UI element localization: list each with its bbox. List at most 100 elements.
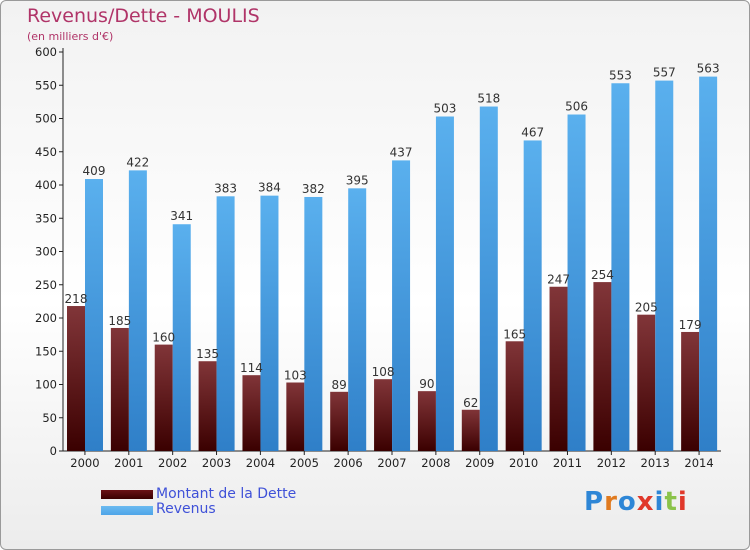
bar-dette [110, 327, 129, 451]
bar-revenus [699, 76, 718, 451]
chart-subtitle: (en milliers d'€) [27, 30, 114, 43]
y-tick-label: 450 [35, 145, 57, 159]
bar-dette [637, 314, 656, 451]
bar-revenus [479, 106, 498, 451]
data-label-revenus: 467 [521, 125, 544, 139]
data-label-revenus: 382 [302, 182, 325, 196]
data-label-revenus: 563 [697, 62, 720, 76]
x-tick-label: 2001 [114, 456, 143, 470]
bar-revenus [392, 160, 411, 451]
data-label-dette: 62 [463, 396, 478, 410]
data-label-revenus: 437 [390, 145, 413, 159]
data-label-revenus: 395 [346, 173, 369, 187]
chart-title: Revenus/Dette - MOULIS [27, 5, 260, 27]
data-label-dette: 247 [547, 273, 570, 287]
bar-dette [505, 341, 524, 451]
bar-revenus [172, 224, 191, 451]
x-tick-label: 2000 [70, 456, 99, 470]
x-tick-label: 2009 [465, 456, 494, 470]
bar-revenus [128, 170, 147, 451]
logo-letter: i [677, 487, 688, 517]
legend-label-dette: Montant de la Dette [156, 486, 297, 502]
x-tick-label: 2012 [597, 456, 626, 470]
data-label-revenus: 506 [565, 100, 588, 114]
y-tick-label: 300 [35, 245, 57, 259]
data-label-dette: 179 [679, 318, 702, 332]
y-tick-label: 0 [50, 444, 57, 458]
bar-revenus [85, 179, 103, 451]
data-label-revenus: 409 [83, 164, 106, 178]
bar-revenus [216, 196, 235, 451]
data-label-dette: 108 [372, 365, 395, 379]
data-label-dette: 205 [635, 301, 658, 315]
bar-dette [286, 382, 305, 451]
data-label-revenus: 518 [477, 92, 500, 106]
bar-dette [593, 282, 612, 451]
bar-dette [330, 391, 349, 451]
bar-dette [67, 306, 85, 451]
logo-letter: x [636, 487, 655, 517]
proxiti-logo: Proxiti [584, 487, 688, 517]
x-tick-label: 2011 [553, 456, 582, 470]
x-tick-label: 2014 [684, 456, 713, 470]
data-label-revenus: 383 [214, 181, 237, 195]
data-label-revenus: 422 [126, 155, 149, 169]
data-label-revenus: 341 [170, 209, 193, 223]
legend-swatch-revenus [101, 506, 153, 515]
y-tick-label: 150 [35, 344, 57, 358]
y-tick-label: 600 [35, 45, 57, 59]
x-tick-label: 2008 [421, 456, 450, 470]
data-label-dette: 114 [240, 361, 263, 375]
data-label-revenus: 384 [258, 181, 281, 195]
logo-letter: o [617, 487, 637, 517]
data-label-dette: 254 [591, 268, 614, 282]
y-tick-label: 100 [35, 378, 57, 392]
y-tick-label: 500 [35, 112, 57, 126]
x-tick-label: 2007 [377, 456, 406, 470]
logo-letter: i [654, 487, 665, 517]
bar-revenus [260, 195, 279, 451]
logo-letter: r [604, 487, 618, 517]
bar-revenus [567, 114, 586, 451]
legend-label-revenus: Revenus [156, 501, 216, 517]
bar-dette [374, 379, 393, 451]
logo-letter: t [664, 487, 678, 517]
bar-revenus [655, 80, 674, 451]
x-tick-label: 2005 [290, 456, 319, 470]
y-tick-label: 400 [35, 178, 57, 192]
x-tick-label: 2013 [641, 456, 670, 470]
y-tick-label: 350 [35, 211, 57, 225]
bar-dette [549, 286, 568, 451]
bar-revenus [304, 196, 323, 451]
bar-dette [242, 375, 261, 451]
data-label-dette: 185 [108, 314, 131, 328]
bar-dette [154, 344, 173, 451]
data-label-dette: 103 [284, 369, 307, 383]
bar-dette [417, 391, 436, 451]
bar-revenus [435, 116, 454, 451]
x-tick-label: 2003 [202, 456, 231, 470]
data-label-dette: 218 [65, 292, 88, 306]
data-label-dette: 135 [196, 347, 219, 361]
x-tick-label: 2010 [509, 456, 538, 470]
data-label-revenus: 557 [653, 66, 676, 80]
x-tick-label: 2002 [158, 456, 187, 470]
y-tick-label: 250 [35, 278, 57, 292]
y-tick-label: 200 [35, 311, 57, 325]
x-tick-label: 2006 [333, 456, 362, 470]
bar-dette [681, 331, 700, 451]
data-label-dette: 90 [419, 377, 434, 391]
data-label-dette: 160 [152, 331, 175, 345]
bar-revenus [523, 140, 542, 451]
y-tick-label: 50 [42, 411, 57, 425]
data-label-dette: 89 [332, 378, 347, 392]
bar-dette [198, 361, 217, 451]
data-label-dette: 165 [503, 327, 526, 341]
x-tick-label: 2004 [246, 456, 275, 470]
data-label-revenus: 503 [433, 102, 456, 116]
bar-dette [461, 409, 480, 451]
legend-swatch-dette [101, 490, 153, 499]
data-label-revenus: 553 [609, 68, 632, 82]
